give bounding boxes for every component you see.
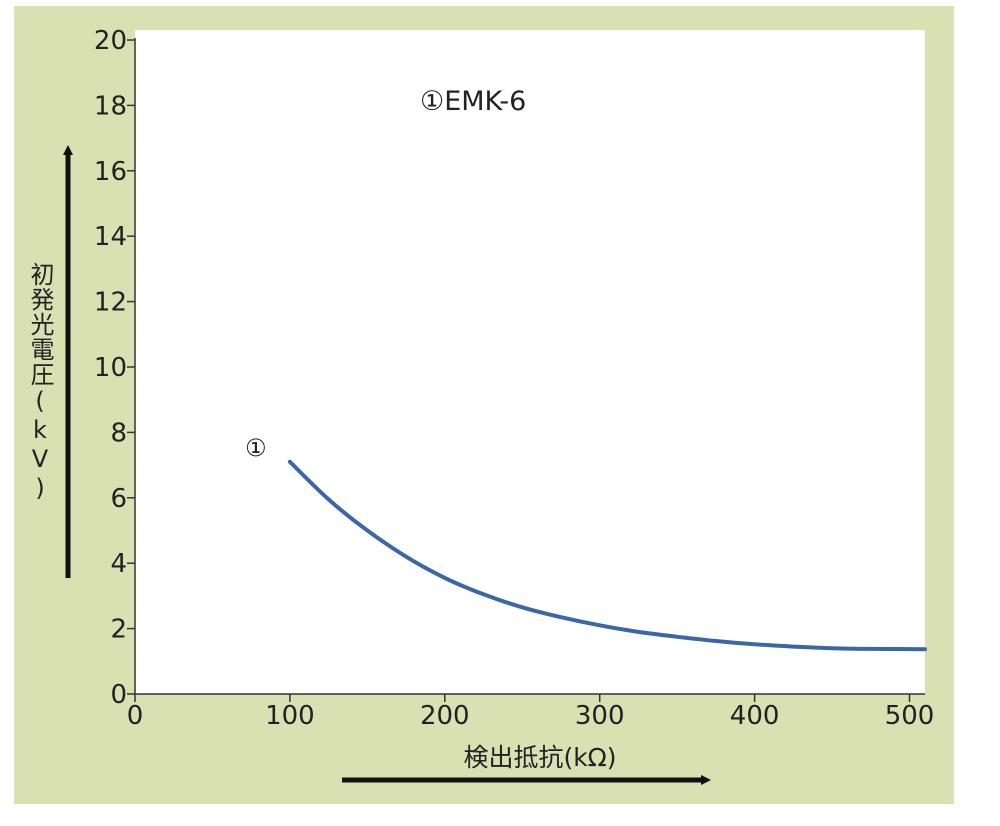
x-tick-label: 500: [885, 701, 935, 731]
y-tick-label: 10: [94, 353, 127, 383]
y-tick-label: 8: [110, 418, 127, 448]
y-tick-label: 4: [110, 549, 127, 579]
x-tick-label: 400: [730, 701, 780, 731]
series-label: ①: [245, 434, 267, 462]
x-axis-label: 検出抵抗(kΩ): [463, 743, 617, 772]
y-tick-label: 14: [94, 222, 127, 252]
y-tick-label: 20: [94, 26, 127, 56]
x-tick-label: 200: [420, 701, 470, 731]
x-tick-label: 100: [265, 701, 315, 731]
y-axis-label: 初発光電圧(kV): [26, 262, 54, 503]
series-line: [287, 459, 927, 652]
legend-entry: ①EMK-6: [420, 86, 527, 117]
y-tick-label: 0: [110, 680, 127, 710]
y-tick-label: 2: [110, 615, 127, 645]
y-tick-label: 18: [94, 91, 127, 121]
y-tick-label: 12: [94, 288, 127, 318]
x-tick-label: 300: [575, 701, 625, 731]
y-tick-label: 16: [94, 157, 127, 187]
x-tick-label: 0: [127, 701, 144, 731]
plot-area: [135, 30, 925, 694]
y-tick-label: 6: [110, 484, 127, 514]
